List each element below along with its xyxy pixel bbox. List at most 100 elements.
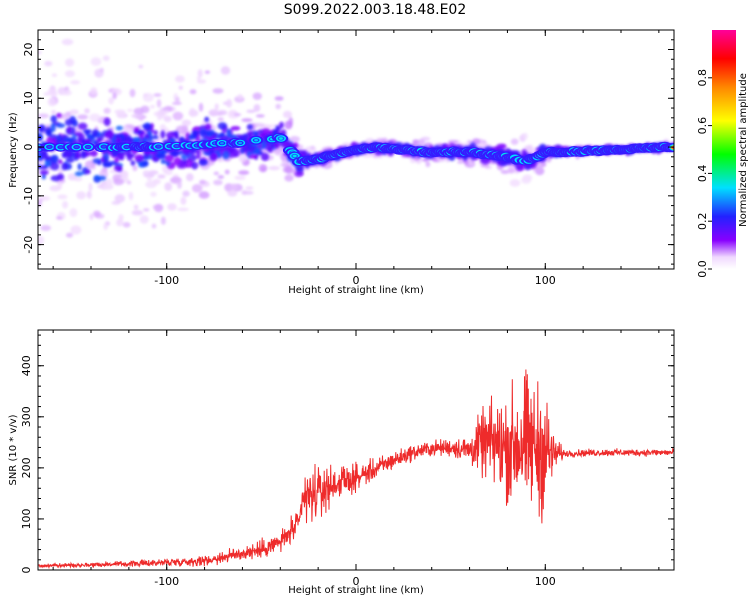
spectrogram-noise-blob	[131, 210, 144, 216]
snr-y-tick-label: 200	[20, 457, 33, 478]
snr-y-tick-label: 100	[20, 508, 33, 529]
spectrogram-core-blob	[44, 160, 52, 167]
spectrogram-core-blob	[96, 137, 102, 143]
spectrogram-y-tick-label: 20	[22, 43, 35, 57]
colorbar-tick-label: 0.2	[696, 212, 709, 230]
spectrogram-core-blob	[496, 143, 507, 149]
spectrogram-noise-blob	[133, 204, 139, 210]
spectrogram-core-blob	[133, 126, 140, 133]
spectrogram-noise-blob	[535, 167, 545, 176]
spectrogram-noise-blob	[213, 171, 219, 176]
spectrogram-core-blob	[164, 154, 174, 162]
colorbar-label: Normalized spectral amplitude	[738, 73, 749, 227]
spectrogram-core-blob	[57, 173, 65, 181]
spectrogram-core-blob	[248, 154, 258, 159]
spectrogram-core-blob	[191, 161, 198, 170]
spectrogram-noise-blob	[73, 177, 83, 182]
spectrogram-noise-blob	[77, 114, 89, 120]
spectrogram-core-blob	[102, 162, 113, 168]
spectrogram-noise-blob	[241, 118, 253, 123]
spectrogram-noise-blob	[253, 104, 261, 112]
spectrogram-noise-blob	[64, 70, 75, 78]
spectrogram-noise-blob	[438, 158, 446, 162]
spectrogram-core-blob	[227, 152, 237, 158]
spectrogram-noise-blob	[163, 115, 172, 123]
spectrogram-core-blob	[257, 129, 264, 135]
spectrogram-noise-blob	[196, 79, 207, 84]
spectrogram-noise-blob	[47, 88, 57, 96]
spectrogram-noise-blob	[112, 92, 117, 100]
spectrogram-core-blob	[113, 164, 123, 172]
spectrogram-noise-blob	[226, 98, 233, 108]
spectrogram-noise-blob	[38, 51, 42, 55]
spectrogram-core-blob	[65, 119, 73, 126]
spectrogram-core-blob	[46, 129, 52, 137]
spectrogram-core-blob	[78, 122, 88, 130]
spectrogram-ridge-cell	[174, 144, 179, 148]
spectrogram-core-blob	[56, 112, 62, 118]
spectrogram-core-blob	[134, 154, 144, 162]
spectrogram-noise-blob	[132, 165, 138, 172]
figure-title: S099.2022.003.18.48.E02	[283, 2, 467, 18]
spectrogram-core-blob	[198, 159, 208, 166]
snr-ticks: -100 0 100 0 100 200 300 400	[20, 330, 674, 588]
spectrogram-core-blob	[179, 159, 184, 167]
spectrogram-core-blob	[50, 154, 59, 164]
spectrogram-noise-blob	[44, 60, 53, 67]
spectrogram-noise-blob	[425, 161, 431, 168]
spectrogram-noise-blob	[245, 186, 254, 190]
spectrogram-core-blob	[210, 152, 218, 162]
spectrogram-noise-blob	[89, 113, 101, 122]
spectrogram-noise-blob	[448, 140, 459, 144]
spectrogram-noise-blob	[282, 110, 293, 119]
spectrogram-noise-blob	[189, 89, 197, 95]
spectrogram-noise-blob	[191, 184, 203, 193]
spectrogram-noise-blob	[150, 104, 155, 109]
spectrogram-noise-blob	[284, 174, 294, 182]
spectrogram-core-blob	[125, 153, 136, 158]
spectrogram-core-blob	[102, 152, 110, 162]
spectrogram-core-blob	[50, 123, 56, 133]
spectrogram-noise-blob	[154, 203, 164, 213]
spectrogram-noise-blob	[182, 124, 189, 134]
spectrogram-noise-blob	[61, 38, 74, 46]
spectrogram-core-blob	[117, 152, 124, 160]
spectrogram-noise-blob	[159, 108, 165, 116]
spectrogram-core-blob	[91, 129, 99, 137]
spectrogram-noise-blob	[103, 107, 111, 114]
spectrogram-core-blob	[41, 173, 46, 180]
spectrogram-noise-blob	[180, 196, 187, 205]
spectrogram-noise-blob	[113, 178, 124, 186]
spectrogram-noise-blob	[258, 164, 268, 173]
spectrogram-noise-blob	[217, 175, 225, 179]
spectrogram-noise-blob	[238, 154, 247, 163]
spectrogram-core-blob	[125, 137, 134, 143]
spectrogram-noise-blob	[243, 190, 254, 195]
spectrogram-noise-blob	[275, 103, 282, 110]
spectrogram-noise-blob	[189, 107, 196, 117]
spectrogram-y-label: Frequency (Hz)	[8, 112, 19, 188]
spectrogram-core-blob	[141, 160, 149, 167]
spectrogram-x-tick-label: 100	[535, 274, 556, 287]
spectrogram-core-blob	[301, 150, 308, 155]
spectrogram-noise-blob	[197, 69, 203, 78]
spectrogram-noise-blob	[523, 145, 532, 151]
spectrogram-core-blob	[97, 175, 107, 181]
spectrogram-noise-blob	[510, 138, 519, 145]
spectrogram-core-blob	[134, 137, 142, 143]
spectrogram-noise-blob	[500, 169, 510, 174]
spectrogram-core-blob	[97, 160, 102, 166]
snr-y-tick-label: 400	[20, 355, 33, 376]
snr-x-label: Height of straight line (km)	[288, 585, 424, 596]
spectrogram-noise-blob	[157, 174, 166, 179]
spectrogram-noise-blob	[86, 191, 92, 200]
spectrogram-noise-blob	[129, 88, 136, 98]
spectrogram-noise-blob	[103, 222, 108, 230]
spectrogram-noise-blob	[413, 139, 419, 145]
spectrogram-noise-blob	[480, 164, 490, 168]
spectrogram-core-blob	[56, 123, 66, 128]
spectrogram-core-blob	[260, 152, 269, 161]
spectrogram-ridge-cell	[47, 145, 52, 149]
spectrogram-noise-blob	[66, 232, 73, 238]
spectrogram-ridge-cell	[279, 137, 283, 140]
